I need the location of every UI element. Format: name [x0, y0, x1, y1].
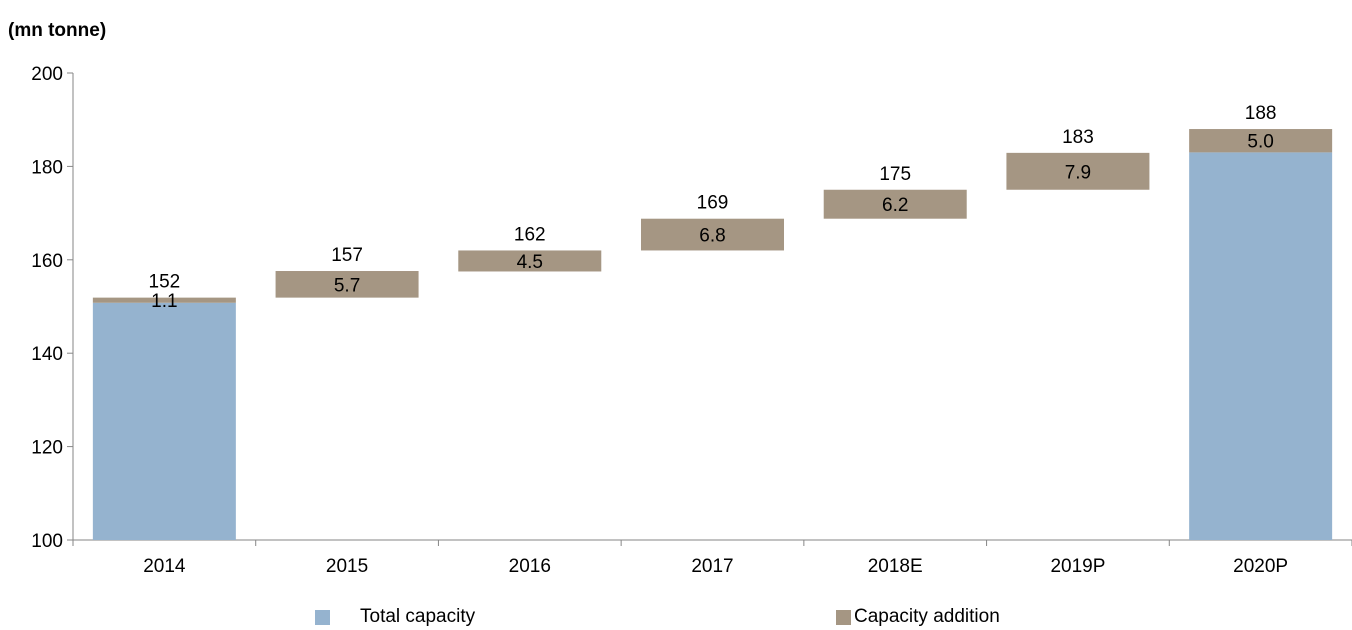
capacity-addition-label: 6.8	[699, 226, 725, 247]
running-total-label: 169	[697, 193, 729, 214]
legend-item-capacity-addition: Capacity addition	[836, 606, 1000, 628]
y-axis-unit-label: (mn tonne)	[8, 20, 107, 41]
running-total-label: 162	[514, 224, 546, 245]
x-tick-label: 2018E	[868, 556, 923, 577]
x-tick-label: 2017	[691, 556, 733, 577]
x-tick-label: 2019P	[1050, 556, 1105, 577]
y-tick-label: 200	[31, 64, 63, 85]
x-tick-label: 2016	[509, 556, 551, 577]
capacity-addition-bar	[1189, 129, 1333, 153]
running-total-label: 188	[1245, 103, 1277, 124]
running-total-label: 152	[149, 272, 181, 293]
y-tick-label: 140	[31, 344, 63, 365]
x-tick-label: 2020P	[1233, 556, 1288, 577]
y-tick-label: 180	[31, 157, 63, 178]
y-tick-label: 100	[31, 531, 63, 552]
x-tick-label: 2015	[326, 556, 368, 577]
total-capacity-bar	[92, 302, 236, 540]
capacity-addition-label: 4.5	[517, 252, 543, 273]
capacity-addition-bar	[1006, 152, 1150, 190]
total-capacity-bar	[1189, 152, 1333, 540]
running-total-label: 157	[331, 245, 363, 266]
capacity-addition-label: 7.9	[1065, 162, 1091, 183]
legend-swatch-capacity-addition	[836, 609, 851, 625]
running-total-label: 175	[879, 164, 911, 185]
capacity-addition-label: 6.2	[882, 195, 908, 216]
capacity-addition-label: 5.7	[334, 275, 360, 296]
capacity-addition-bar	[275, 271, 419, 298]
capacity-addition-bar	[92, 297, 236, 303]
legend-label-total-capacity: Total capacity	[360, 606, 476, 627]
legend-label-capacity-addition: Capacity addition	[854, 606, 1000, 627]
y-tick-label: 160	[31, 251, 63, 272]
capacity-addition-bar	[641, 218, 784, 251]
legend-item-total-capacity: Total capacity	[315, 606, 475, 628]
capacity-addition-label: 5.0	[1247, 132, 1273, 153]
x-tick-label: 2014	[143, 556, 186, 577]
running-total-label: 183	[1062, 127, 1094, 148]
capacity-addition-label: 1.1	[151, 291, 177, 312]
capacity-addition-bar	[458, 250, 602, 272]
y-tick-label: 120	[31, 438, 63, 459]
legend-swatch-total-capacity	[315, 609, 330, 625]
capacity-addition-bar	[823, 189, 967, 219]
